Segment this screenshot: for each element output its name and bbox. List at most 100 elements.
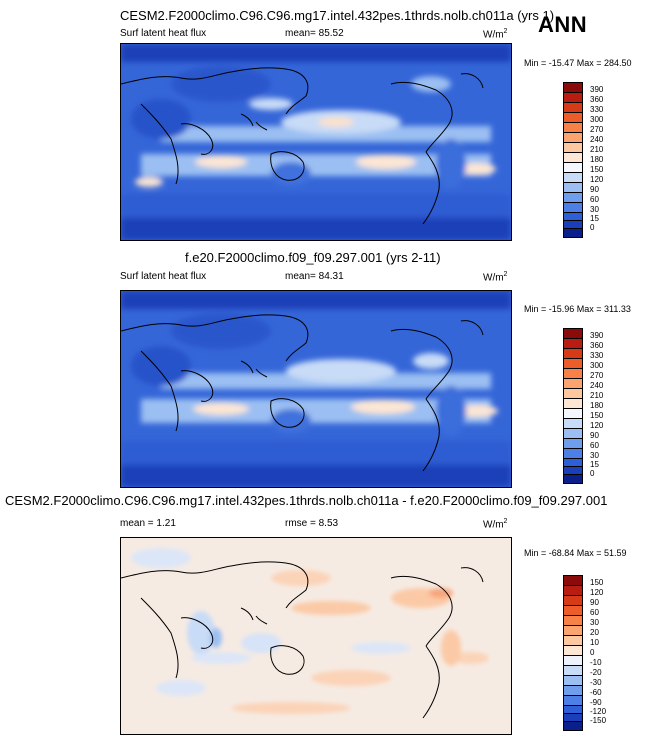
panel-1-units: W/m2 [483, 28, 508, 41]
panel-2-colorbar-swatch [564, 389, 582, 399]
panel-1-colorbar-label: 360 [590, 95, 604, 104]
panel-3-map-field [121, 538, 511, 734]
panel-1-colorbar-swatch [564, 93, 582, 103]
panel-3-colorbar-swatch [564, 606, 582, 616]
panel-1-colorbar-swatch [564, 83, 582, 93]
panel-3-colorbar-swatch [564, 696, 582, 706]
panel-2-colorbar-swatch [564, 359, 582, 369]
panel-1-colorbar-swatch [564, 103, 582, 113]
panel-2-colorbar-swatch [564, 449, 582, 459]
panel-2-colorbar [563, 328, 583, 484]
panel-1-colorbar-label: 180 [590, 155, 604, 164]
panel-3-colorbar-label: 150 [590, 578, 604, 587]
panel-1-colorbar-swatch [564, 153, 582, 163]
panel-1-colorbar-swatch [564, 203, 582, 213]
panel-1-colorbar-label: 150 [590, 165, 604, 174]
panel-1-colorbar [563, 82, 583, 238]
panel-2-colorbar-label: 15 [590, 460, 599, 469]
panel-1-colorbar-label: 90 [590, 185, 599, 194]
panel-2-colorbar-label: 240 [590, 381, 604, 390]
panel-2-map-field [121, 291, 511, 487]
panel-1-colorbar-swatch [564, 173, 582, 183]
panel-3-colorbar-label: 0 [590, 648, 595, 657]
panel-3-colorbar-swatch [564, 676, 582, 686]
panel-1-colorbar-swatch [564, 183, 582, 193]
panel-2-colorbar-label: 120 [590, 421, 604, 430]
panel-2-colorbar-label: 60 [590, 441, 599, 450]
panel-3-colorbar-swatch [564, 656, 582, 666]
panel-2-colorbar-label: 390 [590, 331, 604, 340]
panel-3-colorbar-label: -120 [590, 707, 607, 716]
panel-2-colorbar-label: 150 [590, 411, 604, 420]
panel-2-colorbar-swatch [564, 399, 582, 409]
panel-3-colorbar-swatch [564, 626, 582, 636]
panel-3-colorbar-label: -150 [590, 716, 607, 725]
panel-1-colorbar-label: 270 [590, 125, 604, 134]
panel-1-colorbar-swatch [564, 193, 582, 203]
panel-2-colorbar-swatch [564, 475, 582, 483]
panel-2-colorbar-label: 30 [590, 451, 599, 460]
panel-2-colorbar-swatch [564, 339, 582, 349]
panel-3-colorbar-label: -60 [590, 688, 602, 697]
panel-2-colorbar-swatch [564, 439, 582, 449]
panel-1-colorbar-swatch [564, 143, 582, 153]
panel-2-variable: Surf latent heat flux [120, 271, 207, 282]
panel-1-colorbar-swatch [564, 123, 582, 133]
panel-1-colorbar-label: 210 [590, 145, 604, 154]
panel-3-rmse: rmse = 8.53 [285, 518, 339, 529]
panel-2-colorbar-label: 300 [590, 361, 604, 370]
panel-2-title: f.e20.F2000climo.f09_f09.297.001 (yrs 2-… [185, 250, 441, 265]
panel-1-colorbar-swatch [564, 163, 582, 173]
panel-1-colorbar-swatch [564, 133, 582, 143]
panel-1-map-field [121, 44, 511, 240]
panel-1-mean: mean= 85.52 [285, 28, 344, 39]
panel-3-colorbar [563, 575, 583, 731]
panel-3-map [120, 537, 512, 735]
panel-2-colorbar-label: 90 [590, 431, 599, 440]
panel-1-colorbar-swatch [564, 221, 582, 229]
panel-3-colorbar-swatch [564, 646, 582, 656]
panel-3-colorbar-label: 20 [590, 628, 599, 637]
panel-3-colorbar-swatch [564, 636, 582, 646]
panel-3-colorbar-label: 30 [590, 618, 599, 627]
panel-2-mean: mean= 84.31 [285, 271, 344, 282]
panel-2-colorbar-label: 270 [590, 371, 604, 380]
panel-2-colorbar-label: 360 [590, 341, 604, 350]
panel-3-colorbar-label: -90 [590, 698, 602, 707]
panel-2-map [120, 290, 512, 488]
panel-2-colorbar-swatch [564, 329, 582, 339]
panel-2-colorbar-swatch [564, 467, 582, 475]
panel-3-colorbar-label: 120 [590, 588, 604, 597]
panel-2-colorbar-swatch [564, 369, 582, 379]
panel-2-colorbar-swatch [564, 379, 582, 389]
panel-3-colorbar-swatch [564, 686, 582, 696]
panel-1-colorbar-label: 30 [590, 205, 599, 214]
panel-1-colorbar-label: 240 [590, 135, 604, 144]
panel-1-variable: Surf latent heat flux [120, 28, 207, 39]
panel-3-colorbar-label: -30 [590, 678, 602, 687]
panel-3-colorbar-label: 10 [590, 638, 599, 647]
panel-2-colorbar-swatch [564, 419, 582, 429]
panel-1-colorbar-label: 60 [590, 195, 599, 204]
panel-2-minmax: Min = -15.96 Max = 311.33 [524, 304, 631, 314]
panel-3-colorbar-swatch [564, 706, 582, 714]
panel-1-title: CESM2.F2000climo.C96.C96.mg17.intel.432p… [120, 8, 555, 23]
panel-3-colorbar-swatch [564, 616, 582, 626]
panel-3-colorbar-label: 60 [590, 608, 599, 617]
panel-1-minmax: Min = -15.47 Max = 284.50 [524, 58, 632, 68]
panel-2-colorbar-swatch [564, 459, 582, 467]
panel-2-colorbar-label: 0 [590, 469, 595, 478]
panel-1-colorbar-label: 15 [590, 214, 599, 223]
panel-3-colorbar-swatch [564, 596, 582, 606]
panel-3-colorbar-label: -20 [590, 668, 602, 677]
panel-1-colorbar-label: 330 [590, 105, 604, 114]
panel-3-colorbar-swatch [564, 714, 582, 722]
panel-1-colorbar-swatch [564, 229, 582, 237]
panel-2-units: W/m2 [483, 271, 508, 284]
panel-1-colorbar-swatch [564, 113, 582, 123]
panel-3-colorbar-swatch [564, 586, 582, 596]
panel-1-colorbar-label: 0 [590, 223, 595, 232]
panel-3-mean: mean = 1.21 [120, 518, 176, 529]
panel-2-colorbar-swatch [564, 349, 582, 359]
panel-3-minmax: Min = -68.84 Max = 51.59 [524, 548, 627, 558]
